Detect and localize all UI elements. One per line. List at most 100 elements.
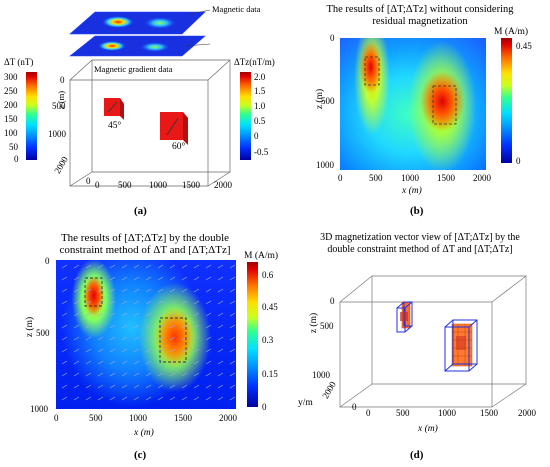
vector-arrow <box>169 288 176 293</box>
vector-arrow <box>73 324 80 329</box>
vector-arrow <box>157 396 164 401</box>
vector-arrow <box>133 264 140 269</box>
vector-arrow <box>85 264 92 269</box>
vector-arrow <box>205 372 212 377</box>
cbar1 <box>26 72 37 160</box>
vector-arrow <box>217 288 224 293</box>
vector-arrow <box>121 276 128 281</box>
vector-arrow <box>145 288 152 293</box>
vector-arrow <box>97 384 104 389</box>
vector-arrow <box>61 348 68 353</box>
panel-d-prism-large <box>444 319 478 372</box>
vector-arrow <box>145 384 152 389</box>
panel-d: 3D magnetization vector view of [ΔT;ΔTz]… <box>290 232 550 467</box>
vector-arrow <box>169 300 176 305</box>
vector-arrow <box>157 372 164 377</box>
vector-arrow <box>109 360 116 365</box>
panel-c-cbar-tick-0.45: 0.45 <box>262 302 278 312</box>
vector-arrow <box>73 372 80 377</box>
magnetic-data-plane <box>69 11 206 35</box>
vector-arrow <box>85 312 92 317</box>
panel-d-z-tick-500: 500 <box>320 321 334 331</box>
cbar2-tick-2.0: 2.0 <box>254 72 266 82</box>
vector-arrow <box>145 300 152 305</box>
panel-c-box-1 <box>84 277 103 307</box>
panel-b-x-tick-1500: 1500 <box>437 173 455 183</box>
panel-b-heatmap <box>340 38 486 170</box>
cbar2-title: ΔTz(nT/m) <box>234 57 275 67</box>
cbar2 <box>240 72 251 160</box>
panel-a-label: (a) <box>134 205 147 217</box>
vector-arrow <box>61 264 68 269</box>
panel-c-cbar-tick-0: 0 <box>262 402 267 412</box>
panel-b-x-tick-2000: 2000 <box>473 173 491 183</box>
vector-arrow <box>145 372 152 377</box>
vector-arrow <box>169 312 176 317</box>
panel-a-x-tick-0: 0 <box>95 180 100 190</box>
vector-arrow <box>145 396 152 401</box>
vector-arrow <box>205 324 212 329</box>
vector-arrow <box>133 396 140 401</box>
vector-arrow <box>157 264 164 269</box>
panel-c: The results of [ΔT;ΔTz] by the double co… <box>0 232 290 467</box>
vector-arrow <box>157 336 164 341</box>
panel-c-x-tick-0: 0 <box>54 413 59 423</box>
panel-d-title-line1: 3D magnetization vector view of [ΔT;ΔTz]… <box>320 232 520 243</box>
panel-b-x-label: x (m) <box>402 186 422 196</box>
vector-arrow <box>133 336 140 341</box>
vector-arrow <box>73 264 80 269</box>
vector-arrow <box>61 372 68 377</box>
prism-small <box>104 98 124 120</box>
vector-arrow <box>133 384 140 389</box>
vector-arrow <box>217 336 224 341</box>
vector-arrow <box>181 360 188 365</box>
vector-arrow <box>217 396 224 401</box>
vector-arrow <box>85 324 92 329</box>
vector-arrow <box>61 360 68 365</box>
panel-b-label: (b) <box>410 205 424 217</box>
vector-arrow <box>157 348 164 353</box>
panel-a-x-tick-500: 500 <box>118 180 132 190</box>
panel-c-x-label: x (m) <box>134 428 154 438</box>
vector-arrow <box>157 324 164 329</box>
panel-b-x-tick-1000: 1000 <box>401 173 419 183</box>
vector-arrow <box>85 300 92 305</box>
vector-arrow <box>169 360 176 365</box>
vector-arrow <box>61 276 68 281</box>
panel-b-box-1 <box>364 56 380 86</box>
vector-arrow <box>229 372 236 377</box>
vector-arrow <box>157 276 164 281</box>
vector-arrow <box>85 372 92 377</box>
prism-large <box>160 112 188 145</box>
vector-arrow <box>229 336 236 341</box>
vector-arrow <box>61 312 68 317</box>
magnetic-gradient-plane <box>69 35 206 57</box>
vector-arrow <box>193 276 200 281</box>
panel-a-z-tick-0: 0 <box>60 75 65 85</box>
vector-arrow <box>157 384 164 389</box>
vector-arrow <box>109 276 116 281</box>
panel-a-y-tick-0: 0 <box>86 176 91 186</box>
vector-arrow <box>193 396 200 401</box>
angle-label-2: 60° <box>172 142 186 152</box>
panel-d-z-label: z (m) <box>309 312 320 334</box>
vector-arrow <box>121 312 128 317</box>
cbar2-tick-0.5: 0.5 <box>254 116 266 126</box>
vector-arrow <box>145 360 152 365</box>
vector-arrow <box>85 360 92 365</box>
panel-a-z-tick-500: 500 <box>52 101 66 111</box>
vector-arrow <box>181 300 188 305</box>
panel-b-z-tick-0: 0 <box>330 33 335 43</box>
vector-arrow <box>229 264 236 269</box>
panel-c-z-tick-0: 0 <box>45 256 50 266</box>
panel-d-y-tick-0: 0 <box>352 402 357 412</box>
vector-arrow <box>133 348 140 353</box>
vector-arrow <box>193 312 200 317</box>
vector-arrow <box>73 360 80 365</box>
vector-arrow <box>157 288 164 293</box>
vector-arrow <box>73 348 80 353</box>
vector-arrow <box>61 396 68 401</box>
vector-arrow <box>145 276 152 281</box>
vector-arrow <box>97 360 104 365</box>
panel-d-title: 3D magnetization vector view of [ΔT;ΔTz]… <box>290 232 550 256</box>
